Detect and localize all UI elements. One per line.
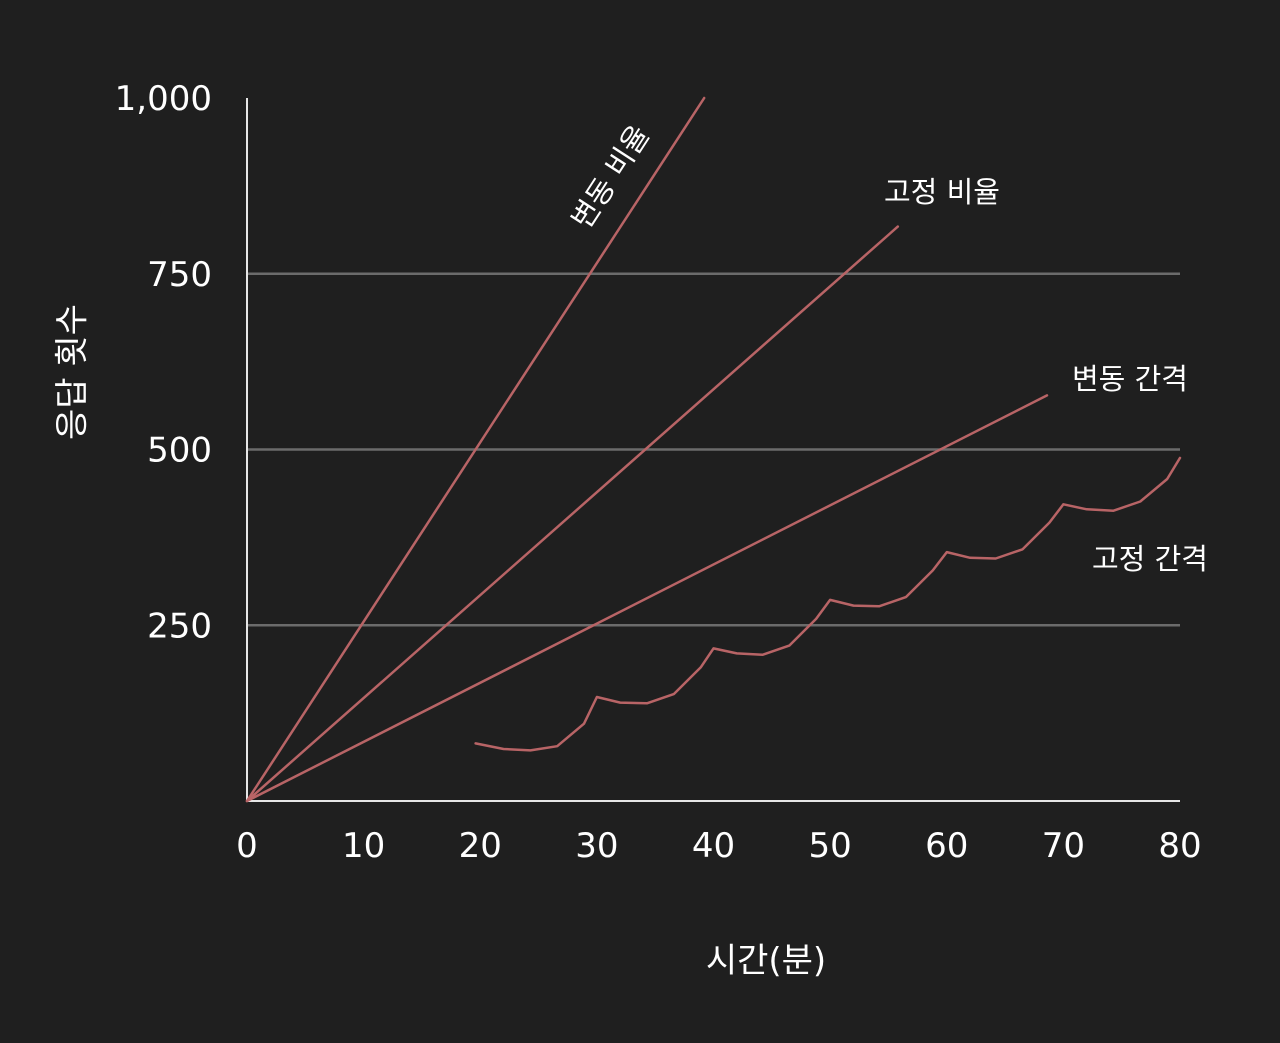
series-line-2 [245,394,1049,803]
series-lines [245,96,1182,803]
x-tick-label: 80 [1158,826,1201,866]
series-line-1 [245,225,900,803]
y-tick-labels: 1,000 750 500 250 [115,79,212,646]
x-tick-label: 70 [1042,826,1085,866]
x-tick-label: 60 [925,826,968,866]
grid-lines [247,272,1180,627]
x-axis-title: 시간(분) [706,941,826,981]
series-label-fixed-ratio: 고정 비율 [884,175,1000,209]
y-axis-title: 응답 횟수 [53,304,93,440]
y-tick-label: 250 [147,606,212,646]
x-tick-label: 30 [575,826,618,866]
x-tick-label: 20 [459,826,502,866]
series-label-variable-interval: 변동 간격 [1072,362,1188,396]
x-tick-label: 0 [236,826,258,866]
y-tick-label: 500 [147,431,212,471]
x-tick-label: 40 [692,826,735,866]
x-tick-labels: 0 10 20 30 40 50 60 70 80 [236,826,1201,866]
series-label-fixed-interval: 고정 간격 [1092,542,1208,576]
x-tick-label: 10 [342,826,385,866]
y-tick-label: 750 [147,255,212,295]
axes [246,98,1180,802]
series-line-0 [245,96,706,803]
series-line-3 [474,456,1182,752]
y-tick-label: 1,000 [115,79,212,119]
x-tick-label: 50 [808,826,851,866]
